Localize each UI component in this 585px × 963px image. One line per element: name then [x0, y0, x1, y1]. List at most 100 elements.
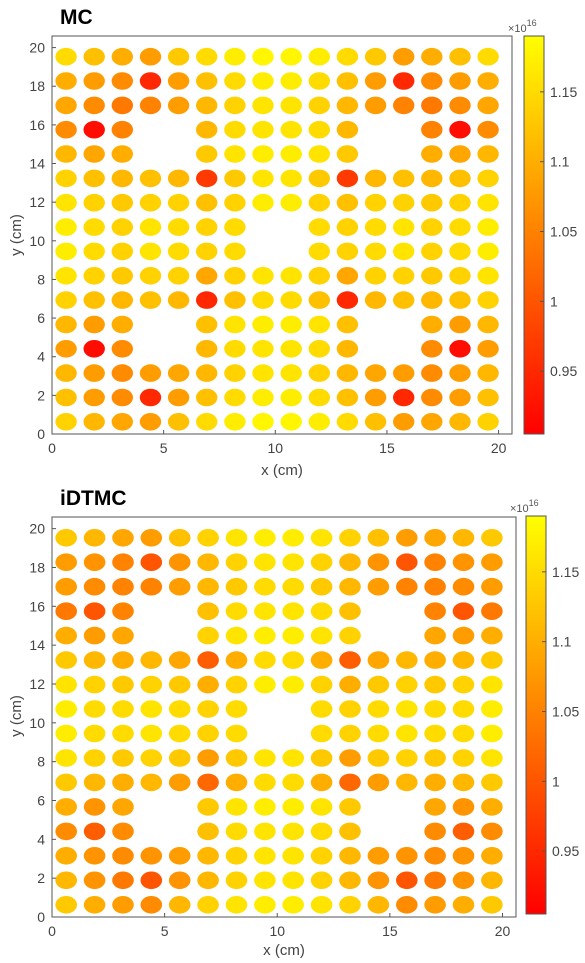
cell-idtmc-r5-c10 [339, 651, 361, 669]
cell-idtmc-r0-c0 [55, 529, 77, 547]
cell-idtmc-r14-c6 [225, 871, 248, 890]
cell-idtmc-r12-c8 [282, 822, 305, 841]
cell-idtmc-r1-c8 [282, 553, 305, 571]
cell-idtmc-r7-c13 [424, 700, 446, 718]
cell-idtmc-r5-c15 [481, 651, 503, 669]
cell-mc-r13-c3 [139, 364, 162, 382]
colorbar-tick-label: 1.05 [552, 704, 579, 720]
cell-mc-r9-c6 [224, 267, 246, 285]
cell-mc-r7-c0 [55, 218, 77, 236]
cell-idtmc-r6-c1 [83, 675, 106, 694]
cell-mc-r1-c11 [364, 72, 387, 90]
cell-mc-r0-c15 [477, 47, 499, 66]
cell-mc-r11-c6 [224, 315, 246, 334]
cell-mc-r6-c15 [477, 193, 499, 212]
cell-idtmc-r8-c15 [481, 724, 503, 743]
cell-idtmc-r2-c4 [168, 577, 191, 596]
cell-idtmc-r10-c1 [83, 773, 106, 792]
colorbar-tick-label: 1 [552, 773, 560, 789]
cell-idtmc-r10-c15 [481, 773, 503, 792]
cell-mc-r10-c6 [224, 291, 246, 309]
cell-idtmc-r3-c5 [197, 602, 219, 620]
cell-idtmc-r14-c0 [55, 871, 77, 890]
y-tick-label: 10 [29, 715, 45, 731]
cell-mc-r13-c7 [252, 364, 274, 382]
cell-mc-r7-c13 [421, 218, 443, 236]
y-tick-label: 10 [29, 233, 45, 249]
colorbar-exponent-idtmc: ×1016 [510, 498, 539, 515]
cell-idtmc-r9-c11 [367, 749, 390, 767]
cell-idtmc-r12-c0 [55, 822, 77, 841]
cell-mc-r7-c5 [196, 218, 218, 236]
cell-idtmc-r6-c15 [481, 675, 503, 694]
cell-mc-r13-c5 [196, 364, 218, 382]
y-tick-label: 18 [29, 78, 45, 94]
cell-mc-r2-c4 [167, 96, 190, 115]
cell-idtmc-r14-c13 [424, 871, 446, 890]
cell-mc-r11-c13 [421, 315, 443, 334]
cell-idtmc-r4-c5 [197, 626, 219, 645]
cell-idtmc-r1-c4 [168, 553, 191, 571]
cell-idtmc-r7-c4 [168, 700, 191, 718]
colorbar-tick-label: 1.15 [552, 564, 579, 580]
cell-idtmc-r8-c14 [452, 724, 475, 743]
cell-mc-r9-c13 [421, 267, 443, 285]
cell-mc-r4-c7 [252, 145, 274, 163]
cell-idtmc-r10-c12 [396, 773, 418, 792]
cell-mc-r5-c7 [252, 169, 274, 188]
colorbar-tick-label: 1.15 [550, 84, 577, 100]
cell-mc-r4-c8 [280, 145, 302, 163]
cell-idtmc-r7-c6 [225, 700, 248, 718]
cell-mc-r6-c3 [139, 193, 162, 212]
cell-mc-r0-c7 [252, 47, 274, 66]
cell-idtmc-r7-c2 [112, 700, 134, 718]
cell-idtmc-r3-c15 [481, 602, 503, 620]
x-tick-label: 10 [268, 440, 284, 456]
cell-idtmc-r14-c12 [396, 871, 418, 890]
cell-idtmc-r9-c7 [254, 749, 276, 767]
cell-mc-r15-c5 [196, 413, 218, 431]
cell-mc-r3-c14 [449, 120, 471, 139]
cell-mc-r13-c2 [111, 364, 133, 382]
cell-mc-r6-c8 [280, 193, 302, 212]
cell-idtmc-r9-c0 [55, 749, 77, 767]
cell-idtmc-r15-c9 [310, 896, 333, 914]
colorbar-idtmc [525, 515, 547, 915]
cell-idtmc-r13-c15 [481, 847, 503, 865]
cell-mc-r13-c13 [421, 364, 443, 382]
cell-idtmc-r8-c3 [140, 724, 163, 743]
cell-mc-r11-c7 [252, 315, 274, 334]
cell-idtmc-r8-c11 [367, 724, 390, 743]
cell-mc-r7-c4 [167, 218, 190, 236]
cell-mc-r0-c11 [364, 47, 387, 66]
cell-idtmc-r15-c14 [452, 896, 475, 914]
cell-idtmc-r0-c5 [197, 529, 219, 547]
cell-idtmc-r1-c0 [55, 553, 77, 571]
cell-mc-r6-c9 [308, 193, 330, 212]
cell-idtmc-r14-c10 [339, 871, 361, 890]
cell-idtmc-r13-c12 [396, 847, 418, 865]
cell-mc-r15-c14 [449, 413, 471, 431]
cell-idtmc-r15-c4 [168, 896, 191, 914]
cell-idtmc-r0-c1 [83, 529, 106, 547]
x-tick-label: 20 [495, 923, 511, 939]
cell-idtmc-r4-c10 [339, 626, 361, 645]
cell-mc-r10-c2 [111, 291, 133, 309]
cell-idtmc-r9-c10 [339, 749, 361, 767]
cell-idtmc-r10-c10 [339, 773, 361, 792]
y-tick-label: 2 [37, 870, 45, 886]
cell-mc-r2-c10 [336, 96, 359, 115]
cell-idtmc-r4-c2 [112, 626, 134, 645]
cell-idtmc-r8-c13 [424, 724, 446, 743]
cell-idtmc-r5-c0 [55, 651, 77, 669]
cell-idtmc-r9-c5 [197, 749, 219, 767]
cell-idtmc-r12-c10 [339, 822, 361, 841]
cell-mc-r14-c12 [393, 388, 415, 407]
cell-idtmc-r7-c11 [367, 700, 390, 718]
cell-mc-r12-c9 [308, 340, 330, 358]
cell-mc-r4-c15 [477, 145, 499, 163]
cell-mc-r1-c7 [252, 72, 274, 90]
cell-mc-r14-c5 [196, 388, 218, 407]
cell-mc-r5-c10 [336, 169, 359, 188]
